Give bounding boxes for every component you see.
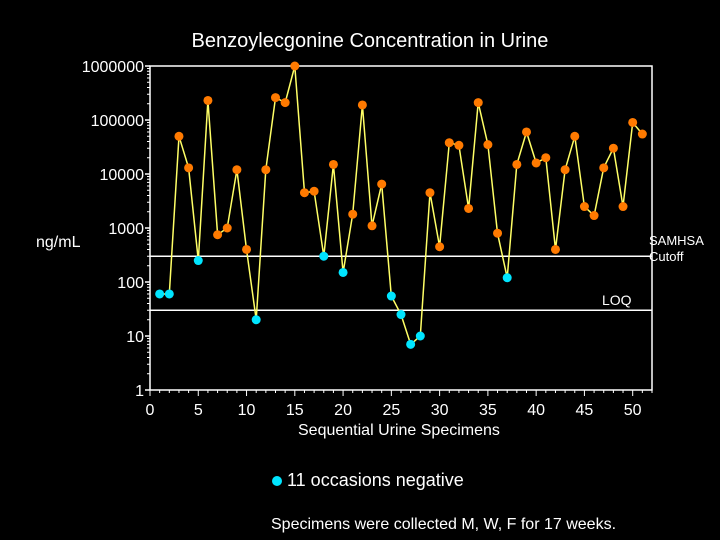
positive-data-point [280,98,290,108]
cutoff-label-line-2: Cutoff [649,249,684,264]
positive-data-point [184,163,194,173]
positive-data-point [473,98,483,108]
positive-data-point [550,244,560,254]
y-tick-label: 10 [126,329,144,346]
positive-data-point [483,140,493,150]
positive-data-point [599,163,609,173]
positive-data-point [637,129,647,139]
ticks: 1 10 100 1000 10000 100000 1000000 0 5 10 15 20 25 30… [82,59,653,419]
y-tick-label: 10000 [100,167,145,184]
positive-data-point [328,159,338,169]
positive-data-point [203,95,213,105]
positive-data-point [367,221,377,231]
positive-data-point [560,165,570,175]
positive-data-point [357,100,367,110]
positive-data-point [522,127,531,137]
positive-data-point [589,211,599,221]
negative-marker-icon [272,475,282,486]
negative-data-point [338,267,348,277]
y-tick-label: 1 [135,383,144,400]
x-tick-label: 20 [334,402,352,419]
negative-data-point [251,315,261,325]
positive-data-point [299,188,309,198]
negative-data-point [319,251,329,261]
positive-data-point [444,138,454,148]
legend: 11 occasions negative [272,470,464,491]
x-tick-label: 15 [286,402,304,419]
y-tick-label: 1000 [108,221,144,238]
y-axis-label: ng/mL [36,234,81,251]
positive-data-point [309,186,319,196]
series-line [159,65,643,346]
loq-label: LOQ [602,292,632,308]
positive-data-point [464,203,474,213]
positive-data-point [348,209,358,219]
x-tick-label: 30 [431,402,449,419]
x-tick-label: 50 [624,402,642,419]
positive-data-point [512,159,522,169]
x-axis-label: Sequential Urine Specimens [298,422,500,439]
negative-data-point [396,310,406,320]
negative-data-point [164,289,174,299]
x-tick-label: 35 [479,402,497,419]
positive-data-point [232,165,242,175]
positive-data-point [174,131,184,141]
cutoff-label-line-1: SAMHSA [649,233,704,248]
positive-data-point [531,158,541,168]
x-tick-label: 10 [238,402,256,419]
negative-data-point [193,256,203,266]
negative-data-point [155,289,165,299]
x-tick-label: 0 [146,402,155,419]
chart-title: Benzoylecgonine Concentration in Urine [191,30,549,52]
positive-data-point [570,131,580,141]
positive-data-point [242,244,252,254]
y-tick-label: 1000000 [82,59,144,76]
positive-data-point [222,223,232,233]
positive-data-point [579,202,589,212]
negative-data-point [415,331,425,341]
positive-data-point [377,179,387,189]
positive-data-point [493,228,503,238]
positive-data-point [261,165,271,175]
negative-data-point [406,339,416,349]
x-tick-label: 25 [382,402,400,419]
positive-data-point [271,93,280,103]
negative-data-point [502,273,512,283]
samhsa-cutoff-label: SAMHSA Cutoff [649,233,704,265]
negative-data-point [386,291,396,301]
positive-data-point [618,202,628,212]
threshold-lines [150,255,652,311]
positive-data-point [425,188,435,198]
positive-data-point [435,242,445,252]
y-tick-label: 100000 [91,113,144,130]
positive-data-point [628,117,638,127]
positive-data-point [213,230,223,240]
positive-data-point [608,143,618,153]
positive-data-point [541,153,551,163]
x-tick-label: 45 [576,402,594,419]
positive-data-point [454,140,464,150]
series-layer [155,61,647,349]
footnote: Specimens were collected M, W, F for 17 … [271,516,617,533]
legend-text: 11 occasions negative [287,470,464,490]
y-tick-label: 100 [117,275,144,292]
x-tick-label: 5 [194,402,203,419]
x-tick-label: 40 [527,402,545,419]
positive-data-point [290,61,300,71]
